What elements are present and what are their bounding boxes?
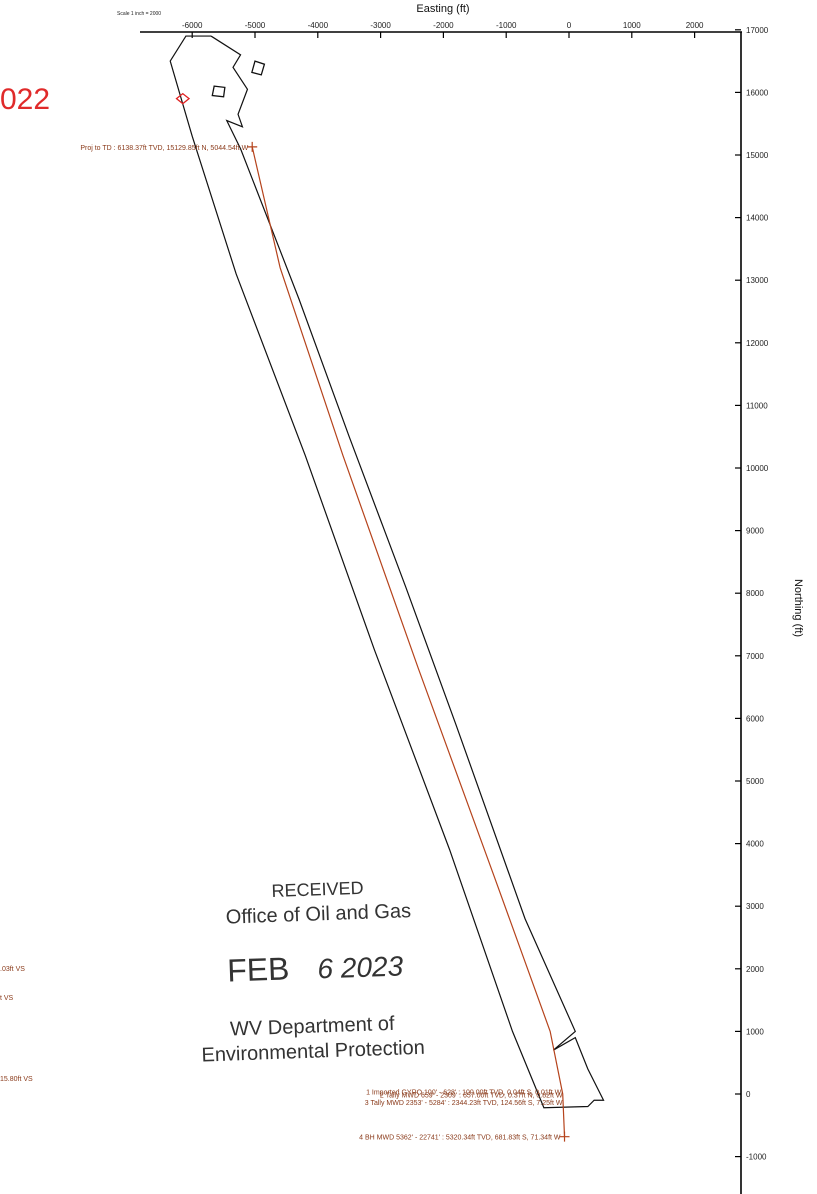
x-tick-label: -3000 — [370, 21, 391, 30]
x-tick-label: -5000 — [245, 21, 266, 30]
y-tick-label: 0 — [746, 1090, 751, 1099]
wellbore-point — [247, 141, 258, 152]
wellbore-point — [559, 1131, 570, 1142]
scale-note: Scale 1 inch = 2000 — [117, 11, 161, 17]
x-tick-label: 2000 — [686, 21, 704, 30]
unit-outline-layer — [169, 35, 605, 1109]
survey-annotation: 3 Tally MWD 2353' - 5284' : 2344.23ft TV… — [365, 1100, 563, 1107]
vs-label-3: 15.80ft VS — [0, 1076, 33, 1083]
y-tick-label: 2000 — [746, 965, 764, 974]
stamp-day-year: 6 2023 — [317, 950, 404, 984]
vs-label-1: .03ft VS — [0, 966, 25, 973]
x-tick-label: -1000 — [496, 21, 517, 30]
y-tick-label: 9000 — [746, 527, 764, 536]
year-fragment-label: 022 — [0, 83, 50, 116]
series-layer — [247, 141, 570, 1142]
vs-label-2: t VS — [0, 995, 14, 1002]
x-axis-title: Easting (ft) — [416, 3, 469, 15]
x-ticks: -6000 -5000 -4000 -3000 -2000 -1000 0 1000 2000 — [182, 21, 704, 38]
y-tick-label: -1000 — [746, 1153, 767, 1162]
y-tick-label: 6000 — [746, 714, 764, 723]
y-tick-label: 17000 — [746, 26, 769, 35]
y-tick-label: 1000 — [746, 1027, 764, 1036]
y-tick-label: 4000 — [746, 840, 764, 849]
y-tick-label: 14000 — [746, 214, 769, 223]
stamp-dept: WV Department of — [230, 1013, 396, 1041]
y-tick-label: 16000 — [746, 88, 769, 97]
y-tick-label: 10000 — [746, 464, 769, 473]
x-tick-label: -6000 — [182, 21, 203, 30]
x-tick-label: -4000 — [308, 21, 329, 30]
y-tick-label: 12000 — [746, 339, 769, 348]
lease-box — [175, 92, 191, 105]
y-tick-label: 13000 — [746, 276, 769, 285]
x-tick-label: 1000 — [623, 21, 641, 30]
y-axis-title: Northing (ft) — [792, 579, 804, 637]
unit-outline — [169, 35, 605, 1109]
y-tick-label: 7000 — [746, 652, 764, 661]
wellbore-path — [251, 146, 566, 1137]
lease-box — [251, 60, 266, 76]
lease-box — [211, 85, 226, 98]
y-tick-label: 3000 — [746, 902, 764, 911]
y-tick-label: 5000 — [746, 777, 764, 786]
stamp-office: Office of Oil and Gas — [225, 900, 411, 928]
x-tick-label: -2000 — [433, 21, 454, 30]
received-stamp: RECEIVED Office of Oil and Gas FEB 6 202… — [201, 878, 425, 1067]
x-tick-label: 0 — [567, 21, 572, 30]
y-ticks: 1700016000150001400013000120001100010000… — [735, 26, 769, 1162]
survey-annotation: 2 Tally MWD 659' - 2309' : 657.00ft TVD,… — [380, 1093, 563, 1100]
survey-annotation: 4 BH MWD 5362' - 22741' : 5320.34ft TVD,… — [359, 1135, 561, 1142]
annotation-layer: Proj to TD : 6138.37ft TVD, 15129.85ft N… — [80, 145, 563, 1142]
stamp-env: Environmental Protection — [201, 1037, 425, 1067]
y-tick-label: 8000 — [746, 589, 764, 598]
survey-annotation: 1 Imported GYRO 100' - 628' : 100.00ft T… — [366, 1089, 562, 1096]
y-tick-label: 15000 — [746, 151, 769, 160]
y-tick-label: 11000 — [746, 401, 768, 410]
survey-annotation: Proj to TD : 6138.37ft TVD, 15129.85ft N… — [80, 145, 248, 152]
stamp-month: FEB — [227, 950, 290, 988]
stamp-received: RECEIVED — [271, 878, 364, 901]
